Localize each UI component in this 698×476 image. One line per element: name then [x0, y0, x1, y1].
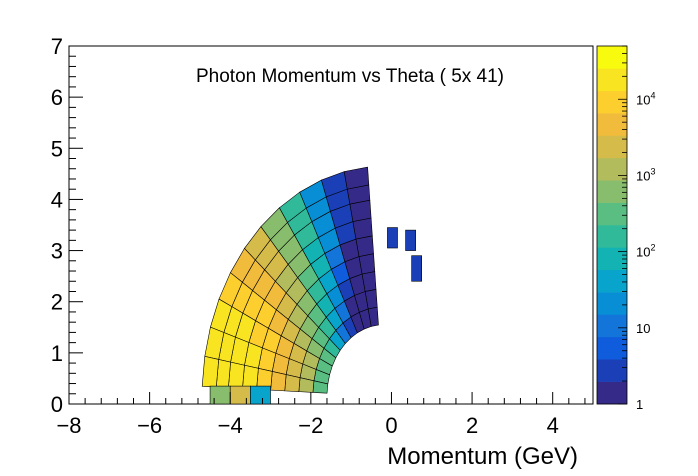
colorbar-segment: [597, 314, 627, 338]
colorbar-segment: [597, 269, 627, 293]
colorbar-segment: [597, 68, 627, 92]
colorbar-tick-label: 10: [636, 321, 650, 336]
heatmap-cell: [270, 371, 287, 392]
heatmap-cell: [411, 255, 422, 282]
y-tick-label: 3: [51, 239, 63, 264]
x-axis: −8 −6 −4 −2 0 2 4: [56, 392, 586, 438]
x-tick-label: −6: [137, 413, 162, 438]
colorbar-segment: [597, 135, 627, 159]
colorbar-segment: [597, 46, 627, 69]
colorbar-segment: [597, 336, 627, 360]
y-tick-label: 7: [51, 34, 63, 59]
y-tick-label: 2: [51, 290, 63, 315]
y-tick-label: 1: [51, 341, 63, 366]
colorbar-segment: [597, 292, 627, 315]
heatmap-cell: [284, 374, 301, 392]
x-tick-label: −8: [56, 413, 81, 438]
colorbar-tick-label: 103: [636, 166, 655, 183]
y-tick-label: 0: [51, 392, 63, 417]
colorbar-tick-label: 1: [636, 397, 643, 412]
heatmap-cell: [228, 361, 245, 389]
chart-title: Photon Momentum vs Theta ( 5x 41): [196, 66, 504, 87]
heatmap-cell: [250, 385, 271, 404]
colorbar-segment: [597, 180, 627, 203]
x-tick-label: 2: [466, 413, 478, 438]
x-tick-label: −2: [298, 413, 323, 438]
colorbar-tick-label: 104: [636, 90, 655, 107]
colorbar-segment: [597, 157, 627, 181]
heatmap-cell: [209, 385, 231, 404]
x-tick-label: 0: [385, 413, 397, 438]
x-tick-label: 4: [547, 413, 559, 438]
heatmap-cell: [405, 229, 416, 251]
heatmap-cell: [201, 355, 219, 388]
y-tick-label: 5: [51, 136, 63, 161]
colorbar-segment: [597, 359, 627, 382]
colorbar-tick-label: 102: [636, 243, 655, 260]
colorbar-segment: [597, 247, 627, 271]
colorbar: 1 10 102 103 104: [596, 45, 655, 412]
y-axis: 0 1 2 3 4 5 6 7: [51, 34, 83, 417]
colorbar-segment: [597, 381, 627, 405]
y-tick-label: 6: [51, 85, 63, 110]
heatmap-cells: [201, 166, 422, 404]
colorbar-segment: [597, 225, 627, 248]
heatmap-cell: [229, 385, 251, 404]
x-axis-label: Momentum (GeV): [387, 443, 578, 470]
y-tick-label: 4: [51, 187, 63, 212]
colorbar-segment: [597, 202, 627, 226]
colorbar-frame: [596, 45, 628, 405]
x-tick-label: −4: [218, 413, 243, 438]
colorbar-segment: [597, 113, 627, 136]
heatmap-cell: [242, 364, 259, 390]
colorbar-segment: [597, 90, 627, 114]
heatmap-cell: [387, 227, 398, 249]
